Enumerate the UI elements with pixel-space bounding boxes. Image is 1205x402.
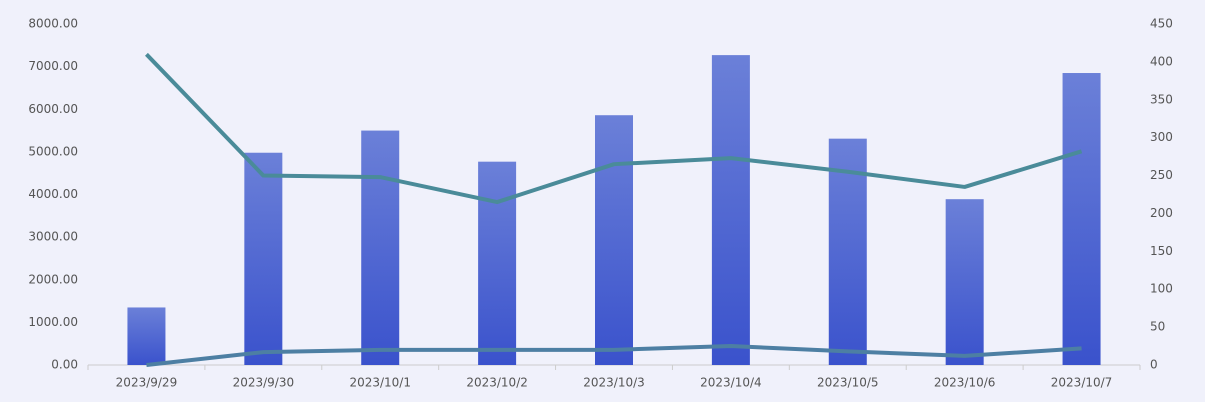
x-tick-label: 2023/10/2	[466, 376, 528, 390]
bar	[361, 130, 400, 365]
x-tick-label: 2023/10/5	[817, 376, 879, 390]
y-tick-label: 8000.00	[28, 17, 78, 31]
y2-tick-label: 150	[1150, 244, 1173, 258]
y2-tick-label: 50	[1150, 320, 1165, 334]
y-tick-label: 3000.00	[28, 230, 78, 244]
bar	[595, 115, 633, 365]
y2-tick-label: 100	[1150, 282, 1173, 296]
y-tick-label: 7000.00	[28, 59, 78, 73]
y-tick-label: 0.00	[51, 358, 78, 372]
bar	[1062, 73, 1101, 366]
bar	[127, 307, 166, 365]
line	[145, 52, 1083, 205]
y2-tick-label: 0	[1150, 358, 1158, 372]
bar	[711, 55, 750, 366]
x-tick-label: 2023/10/3	[583, 376, 645, 390]
x-tick-label: 2023/10/1	[349, 376, 411, 390]
y2-tick-label: 450	[1150, 17, 1173, 31]
y-tick-label: 2000.00	[28, 272, 78, 286]
y-tick-label: 5000.00	[28, 144, 78, 158]
x-tick-label: 2023/10/4	[700, 376, 762, 390]
x-tick-label: 2023/9/30	[233, 376, 295, 390]
bar	[244, 152, 283, 365]
y2-tick-label: 200	[1150, 206, 1173, 220]
x-tick-label: 2023/10/6	[934, 376, 996, 390]
x-tick-label: 2023/10/7	[1051, 376, 1113, 390]
x-tick-label: 2023/9/29	[116, 376, 178, 390]
y-tick-label: 4000.00	[28, 187, 78, 201]
y2-tick-label: 300	[1150, 130, 1173, 144]
y2-tick-label: 350	[1150, 92, 1173, 106]
line	[146, 344, 1082, 367]
bar	[828, 138, 867, 365]
bar	[945, 199, 984, 365]
y2-tick-label: 250	[1150, 168, 1173, 182]
y2-tick-label: 400	[1150, 54, 1173, 68]
bar	[478, 161, 517, 365]
y-tick-label: 1000.00	[28, 315, 78, 329]
y-tick-label: 6000.00	[28, 102, 78, 116]
